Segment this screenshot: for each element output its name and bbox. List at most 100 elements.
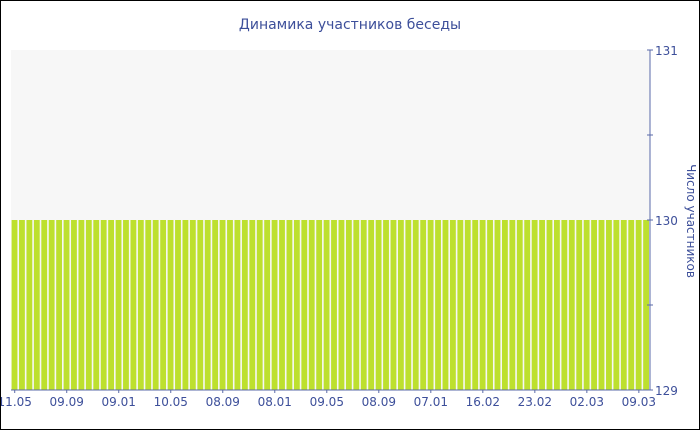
bar [56, 220, 63, 390]
bar [598, 220, 605, 390]
bar [613, 220, 620, 390]
bar [368, 220, 375, 390]
bar [249, 220, 256, 390]
x-tick-label: 11.05 [1, 395, 32, 409]
axes-group: 129 130 131 11.05 09.09 09.01 10.05 08.09 08.01 0… [1, 44, 678, 409]
bars-group [11, 220, 649, 390]
bar [182, 220, 189, 390]
bar [145, 220, 152, 390]
bar [643, 220, 649, 390]
bar [189, 220, 196, 390]
bar [397, 220, 404, 390]
bar [19, 220, 25, 390]
bar [160, 220, 167, 390]
bar [241, 220, 248, 390]
y-axis-label: Число участников [684, 164, 698, 278]
bar [353, 220, 360, 390]
bar [591, 220, 597, 390]
bar [256, 220, 263, 390]
bar [479, 220, 486, 390]
bar [360, 220, 367, 390]
bar [554, 220, 560, 390]
bar [175, 220, 181, 390]
bar [375, 220, 382, 390]
bar [152, 220, 159, 390]
bar [100, 220, 107, 390]
bar [123, 220, 129, 390]
bar [301, 220, 308, 390]
x-tick-label: 10.05 [154, 395, 188, 409]
bar [323, 220, 330, 390]
bar [472, 220, 479, 390]
bar [345, 220, 352, 390]
bar [524, 220, 531, 390]
bar [308, 220, 315, 390]
bar [383, 220, 389, 390]
bar [464, 220, 471, 390]
bar [576, 220, 583, 390]
bar [41, 220, 48, 390]
bar [26, 220, 33, 390]
bar [635, 220, 642, 390]
bar [390, 220, 397, 390]
bar [442, 220, 449, 390]
bar [234, 220, 241, 390]
bar [137, 220, 144, 390]
x-tick-label: 23.02 [518, 395, 552, 409]
bar [546, 220, 553, 390]
bar [331, 220, 337, 390]
x-tick-label: 08.09 [206, 395, 240, 409]
bar [85, 220, 92, 390]
bar [115, 220, 122, 390]
bar [606, 220, 612, 390]
bar [212, 220, 219, 390]
bar [568, 220, 575, 390]
bar [204, 220, 211, 390]
x-tick-label: 08.09 [362, 395, 396, 409]
x-tick-label: 08.01 [258, 395, 292, 409]
bar [435, 220, 441, 390]
bar [167, 220, 174, 390]
bar [628, 220, 635, 390]
chart-title: Динамика участников беседы [239, 17, 461, 33]
bar [412, 220, 419, 390]
bar [338, 220, 345, 390]
x-tick-label: 16.02 [466, 395, 500, 409]
bar [516, 220, 523, 390]
x-tick-label: 09.09 [50, 395, 84, 409]
x-tick-label: 07.01 [414, 395, 448, 409]
bar [316, 220, 323, 390]
bar [420, 220, 427, 390]
bar [279, 220, 285, 390]
bar [286, 220, 293, 390]
bar [494, 220, 501, 390]
bar [531, 220, 538, 390]
bar [501, 220, 508, 390]
bar [509, 220, 516, 390]
bar [108, 220, 115, 390]
x-tick-label: 02.03 [570, 395, 604, 409]
bar [48, 220, 55, 390]
bar [219, 220, 226, 390]
y-tick-label: 131 [655, 44, 678, 58]
bar [539, 220, 545, 390]
bar [197, 220, 204, 390]
bar [11, 220, 18, 390]
bar [561, 220, 568, 390]
y-tick-label: 129 [655, 384, 678, 398]
bar [271, 220, 278, 390]
bar [620, 220, 627, 390]
bar [449, 220, 456, 390]
bar [293, 220, 300, 390]
bar [583, 220, 590, 390]
bar [427, 220, 434, 390]
x-tick-label: 09.05 [310, 395, 344, 409]
bar [457, 220, 464, 390]
bar [264, 220, 271, 390]
bar [487, 220, 493, 390]
bar [405, 220, 412, 390]
x-tick-label: 09.01 [102, 395, 136, 409]
bar [33, 220, 40, 390]
